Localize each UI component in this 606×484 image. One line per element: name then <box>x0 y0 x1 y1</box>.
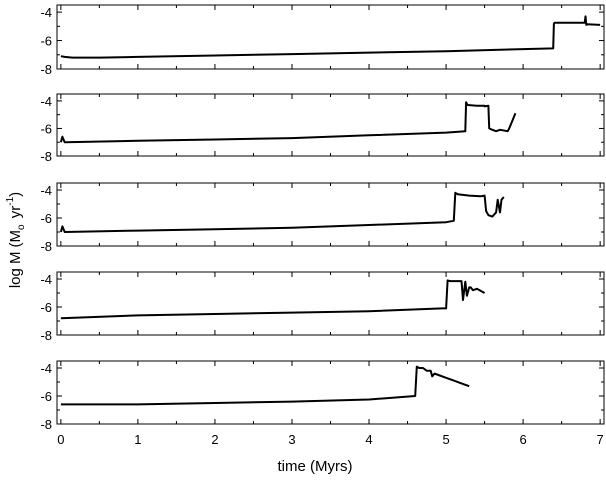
panel: -4 -6 -8 <box>40 182 605 254</box>
series-line <box>59 191 505 233</box>
panel-frame <box>56 271 605 336</box>
y-tick-label: -6 <box>40 389 52 404</box>
panel-frame <box>56 4 605 70</box>
y-axis-title-unit-mid: yr <box>7 206 24 223</box>
y-tick-label: -6 <box>40 121 52 136</box>
y-axis-title-unit-sup: -1 <box>5 196 16 205</box>
panel-frame <box>56 182 605 247</box>
y-tick-label: -8 <box>40 239 52 254</box>
series-line <box>60 15 601 59</box>
panel: -4 -6 -8 <box>40 360 605 432</box>
y-axis-title-unit-open: (M <box>7 230 24 248</box>
x-tick-label: 4 <box>365 432 372 447</box>
y-tick-label: -4 <box>40 361 52 376</box>
x-tick-label: 6 <box>519 432 526 447</box>
y-tick-label: -4 <box>40 272 52 287</box>
x-tick-label: 5 <box>442 432 449 447</box>
x-tick-label: 7 <box>597 432 604 447</box>
series-line <box>60 365 470 406</box>
y-axis-title: log M (Mo yr-1) <box>5 192 27 288</box>
x-tick-labels: 0 1 2 3 4 5 6 7 <box>57 432 604 447</box>
panel-frame <box>56 93 605 157</box>
x-tick-label: 0 <box>57 432 64 447</box>
panel-frame <box>56 360 605 425</box>
x-axis-title: time (Myrs) <box>278 458 353 475</box>
y-tick-label: -6 <box>40 34 52 49</box>
x-tick-label: 1 <box>134 432 141 447</box>
series-line <box>59 101 517 144</box>
y-tick-label: -4 <box>40 5 52 20</box>
y-tick-label: -6 <box>40 211 52 226</box>
y-axis-title-unit-close: ) <box>7 192 24 197</box>
panel: -4 -6 -8 <box>40 271 605 343</box>
chart-panels: -4 -6 -8 -4 -6 -8 -4 -6 -8 -4 -6 -8 -4 -6 -8 <box>40 4 605 432</box>
y-tick-label: -8 <box>40 328 52 343</box>
panel: -4 -6 -8 <box>40 4 605 77</box>
series-line <box>60 279 486 320</box>
y-axis-title-unit-sub: o <box>16 224 27 230</box>
y-tick-label: -8 <box>40 149 52 164</box>
y-tick-label: -6 <box>40 300 52 315</box>
x-tick-label: 3 <box>288 432 295 447</box>
y-tick-label: -8 <box>40 417 52 432</box>
y-tick-label: -8 <box>40 62 52 77</box>
x-tick-label: 2 <box>211 432 218 447</box>
y-axis-title-main: log M <box>7 251 24 288</box>
panel: -4 -6 -8 <box>40 93 605 164</box>
y-tick-label: -4 <box>40 183 52 198</box>
y-tick-label: -4 <box>40 94 52 109</box>
